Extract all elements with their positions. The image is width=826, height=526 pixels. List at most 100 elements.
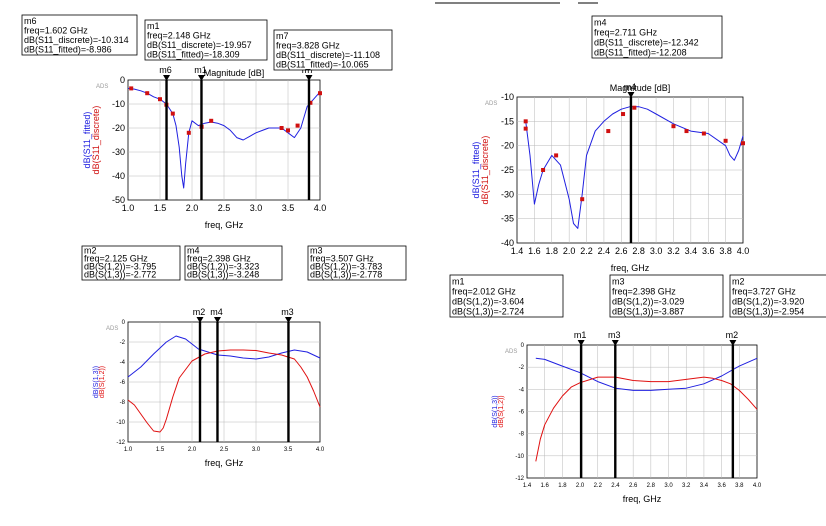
chart2-xtick-label: 3.4 — [685, 246, 698, 256]
chart2-xtick-label: 2.6 — [615, 246, 628, 256]
chart1-marker-arrow — [197, 75, 205, 81]
chart4-marker-box — [729, 274, 826, 318]
chart3-xtick-label: 1.5 — [156, 447, 165, 453]
chart3-marker-box-text: m3 — [310, 246, 323, 256]
chart4-marker-box-text: freq=3.727 GHz — [732, 287, 796, 297]
chart4-marker-box-text: dB(S(1,2))=-3.029 — [612, 297, 684, 307]
chart2-xtick-label: 2.8 — [632, 246, 645, 256]
chart4-watermark: ADS — [505, 349, 517, 355]
chart2-xtick-label: 3.8 — [719, 246, 732, 256]
chart4-xtick-label: 2.2 — [594, 483, 603, 489]
chart2-ytick-label: -10 — [501, 92, 514, 102]
chart1-series-discrete-point — [209, 118, 214, 123]
chart3-ytick-label: -12 — [116, 440, 125, 446]
chart1-xtick-label: 1.5 — [154, 203, 167, 213]
chart4-ytick-label: -6 — [519, 410, 525, 416]
chart4-ylabel: dB(S(1,2)) — [498, 395, 505, 427]
chart1-series-discrete-point — [318, 91, 322, 96]
chart3-watermark: ADS — [106, 326, 118, 332]
chart1-series-discrete-point — [279, 126, 284, 130]
chart1-marker-label: m6 — [159, 65, 172, 75]
chart2-marker-arrow — [627, 92, 635, 98]
chart4-marker-label: m3 — [608, 330, 621, 340]
chart3-marker-arrow — [213, 317, 221, 323]
chart1-series-discrete-point — [129, 86, 134, 91]
chart1-marker-box-text: freq=1.602 GHz — [24, 26, 88, 36]
chart2-xtick-label: 1.6 — [528, 246, 541, 256]
chart1-series-discrete-point — [158, 97, 162, 102]
chart1-ytick-label: -10 — [112, 99, 125, 109]
chart2-series-discrete-point — [701, 131, 706, 136]
chart2-ytick-label: -25 — [501, 165, 514, 175]
chart1-ylabel: dB(S11_fitted) — [82, 112, 92, 169]
chart3-marker-label: m3 — [281, 307, 294, 317]
chart2-series-discrete-point — [554, 153, 559, 158]
chart4-marker-box-text: m3 — [612, 277, 625, 287]
chart4-ytick-label: -10 — [515, 454, 524, 460]
chart1-marker-box — [273, 29, 393, 71]
chart3-marker-box-text: dB(S(1,2))=-3.323 — [187, 262, 259, 272]
chart3-ytick-label: 0 — [122, 320, 126, 326]
chart1-ytick-label: -40 — [112, 171, 125, 181]
chart3-xlabel: freq, GHz — [205, 458, 244, 468]
chart2-ytick-label: -15 — [501, 116, 514, 126]
chart1-marker-box-text: dB(S11_fitted)=-8.986 — [24, 45, 112, 55]
chart1-xtick-label: 3.0 — [250, 203, 263, 213]
chart1-marker-box-text: dB(S11_discrete)=-11.108 — [276, 50, 380, 60]
chart1-xtick-label: 3.5 — [282, 203, 295, 213]
chart4-xtick-label: 2.8 — [647, 483, 656, 489]
chart1-title: Magnitude [dB] — [204, 68, 265, 78]
chart1-xlabel: freq, GHz — [205, 220, 244, 230]
chart4-ytick-label: -4 — [519, 387, 525, 393]
chart1-series-discrete-point — [295, 123, 300, 128]
chart4-marker-box-text: freq=2.398 GHz — [612, 287, 676, 297]
chart2-marker-box-text: freq=2.711 GHz — [594, 28, 658, 38]
chart4-ytick-label: -8 — [519, 432, 525, 438]
chart1-marker-box-text: dB(S11_fitted)=-18.309 — [147, 50, 240, 60]
chart2-ytick-label: -40 — [501, 238, 514, 248]
chart1-marker-box-text: dB(S11_fitted)=-10.065 — [276, 60, 369, 70]
chart3-marker-box-text: freq=2.125 GHz — [84, 254, 148, 264]
chart3-xtick-label: 2.5 — [220, 447, 229, 453]
chart4-marker-box-text: m1 — [452, 277, 465, 287]
chart3-marker-box-text: freq=2.398 GHz — [187, 254, 251, 264]
chart2-series-discrete-point — [723, 138, 728, 143]
chart2-xtick-label: 1.4 — [511, 246, 524, 256]
chart1-watermark: ADS — [96, 84, 108, 90]
chart3-xtick-label: 2.0 — [188, 447, 197, 453]
chart1-series-discrete-point — [308, 100, 313, 105]
chart3-marker-box — [81, 245, 181, 281]
chart3-xtick-label: 3.0 — [252, 447, 261, 453]
chart1-marker-box-text: dB(S11_discrete)=-10.314 — [24, 35, 129, 45]
chart3-xtick-label: 1.0 — [124, 447, 133, 453]
chart4-xtick-label: 3.4 — [700, 483, 709, 489]
chart1-xtick-label: 2.5 — [218, 203, 231, 213]
chart2-xtick-label: 3.0 — [650, 246, 663, 256]
chart2-xtick-label: 3.2 — [667, 246, 680, 256]
chart2-ytick-label: -35 — [501, 214, 514, 224]
chart2-watermark: ADS — [485, 101, 497, 107]
chart1-marker-box-text: m6 — [24, 16, 37, 26]
chart2-xtick-label: 1.8 — [546, 246, 559, 256]
chart1-marker-arrow — [305, 75, 313, 81]
chart1-marker-label: m1 — [194, 65, 207, 75]
chart1-marker-box-text: freq=2.148 GHz — [147, 31, 211, 41]
chart1-xtick-label: 4.0 — [314, 203, 327, 213]
chart2-marker-box-text: dB(S11_fitted)=-12.208 — [594, 48, 687, 58]
chart3-ytick-label: -6 — [120, 380, 126, 386]
chart4-xtick-label: 3.0 — [664, 483, 673, 489]
chart3-marker-box-text: m4 — [187, 246, 200, 256]
chart3-xtick-label: 3.5 — [284, 447, 293, 453]
chart2-xlabel: freq, GHz — [611, 263, 650, 273]
chart2-title: Magnitude [dB] — [610, 83, 671, 93]
chart4-xtick-label: 1.6 — [541, 483, 550, 489]
chart1-ylabel: dB(S11_discrete) — [91, 106, 101, 175]
chart4-xtick-label: 2.6 — [629, 483, 638, 489]
chart4-xtick-label: 2.4 — [611, 483, 620, 489]
chart4-series-s13-line — [535, 376, 758, 462]
chart4-xlabel: freq, GHz — [623, 494, 662, 504]
chart2-series-discrete-point — [523, 119, 528, 124]
chart4-ytick-label: -2 — [519, 365, 525, 371]
chart1-marker-box-text: m1 — [147, 21, 160, 31]
chart3-marker-arrow — [284, 317, 292, 323]
